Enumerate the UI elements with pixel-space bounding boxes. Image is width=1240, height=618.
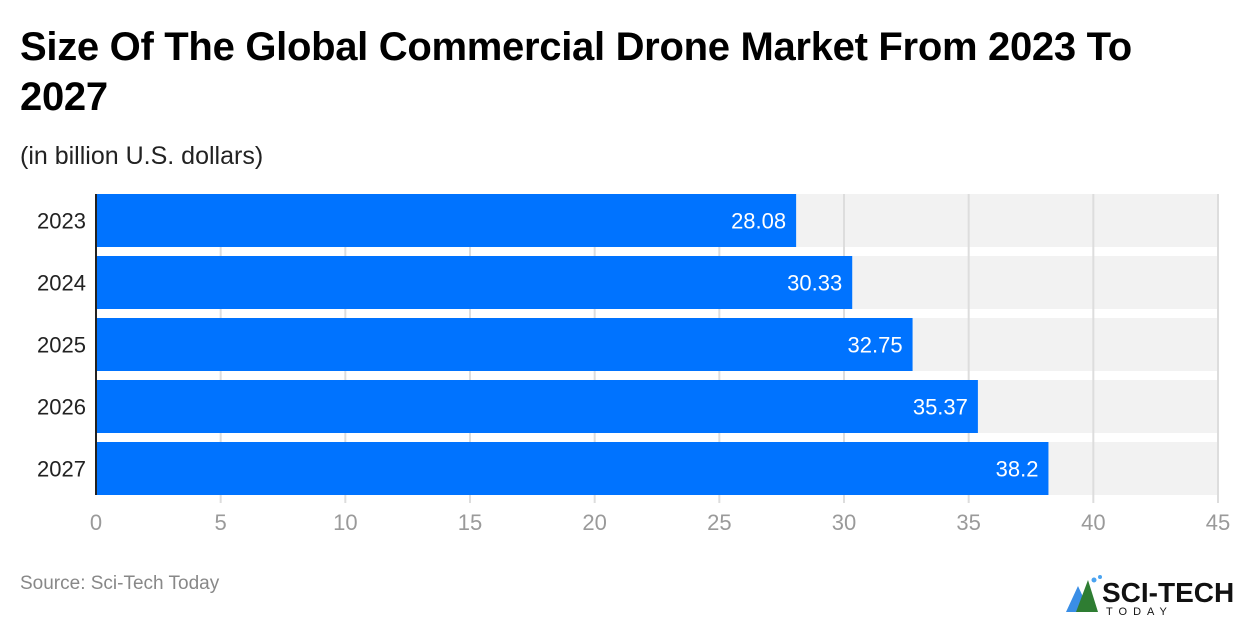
- data-label: 35.37: [913, 395, 968, 420]
- x-tick-label: 45: [1206, 510, 1230, 535]
- x-tick-label: 35: [956, 510, 980, 535]
- logo-subtext: TODAY: [1106, 606, 1173, 616]
- category-label: 2024: [37, 271, 86, 296]
- x-tick-label: 0: [90, 510, 102, 535]
- bar: [96, 442, 1049, 495]
- data-label: 38.2: [996, 457, 1039, 482]
- category-label: 2023: [37, 209, 86, 234]
- x-tick-label: 20: [582, 510, 606, 535]
- x-tick-label: 25: [707, 510, 731, 535]
- x-tick-label: 5: [215, 510, 227, 535]
- source-note: Source: Sci-Tech Today: [20, 573, 220, 594]
- x-tick-label: 15: [458, 510, 482, 535]
- chart-subtitle: (in billion U.S. dollars): [20, 142, 264, 170]
- data-label: 30.33: [787, 271, 842, 296]
- bar: [96, 380, 978, 433]
- data-label: 28.08: [731, 209, 786, 234]
- logo-text: SCI-TECH: [1102, 577, 1234, 608]
- chart-title: Size Of The Global Commercial Drone Mark…: [20, 25, 1132, 119]
- sci-tech-today-logo: SCI-TECH TODAY: [1066, 575, 1234, 616]
- category-label: 2027: [37, 457, 86, 482]
- bar: [96, 256, 853, 309]
- bar: [96, 194, 797, 247]
- category-label: 2025: [37, 333, 86, 358]
- x-tick-label: 30: [832, 510, 856, 535]
- x-tick-label: 40: [1081, 510, 1105, 535]
- x-tick-label: 10: [333, 510, 357, 535]
- data-label: 32.75: [848, 333, 903, 358]
- category-label: 2026: [37, 395, 86, 420]
- bar: [96, 318, 913, 371]
- bar-chart: 28.08202330.33202432.75202535.37202638.2…: [37, 194, 1230, 535]
